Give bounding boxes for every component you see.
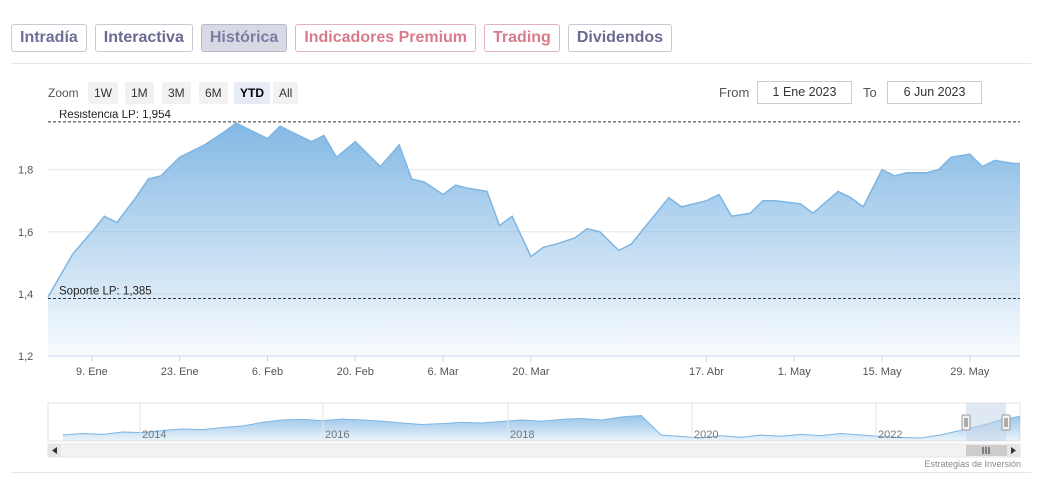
x-tick-label: 17. Abr bbox=[689, 366, 724, 378]
bottom-divider bbox=[11, 472, 1031, 473]
navigator-year-label: 2016 bbox=[325, 429, 349, 441]
zoom-label: Zoom bbox=[48, 86, 79, 100]
x-tick-label: 23. Ene bbox=[161, 366, 199, 378]
x-tick-label: 20. Feb bbox=[337, 366, 374, 378]
tab-bar: Intradía Interactiva Histórica Indicadores … bbox=[11, 24, 673, 52]
y-tick-label: 1,2 bbox=[18, 351, 33, 363]
y-tick-label: 1,6 bbox=[18, 227, 33, 239]
x-tick-label: 9. Ene bbox=[76, 366, 108, 378]
resistance-label: Resistencia LP: 1,954 bbox=[59, 110, 171, 121]
navigator-year-label: 2018 bbox=[510, 429, 534, 441]
zoom-6m-button[interactable]: 6M bbox=[199, 82, 228, 104]
tab-hist-rica[interactable]: Histórica bbox=[200, 24, 288, 52]
x-tick-label: 15. May bbox=[862, 366, 902, 378]
x-tick-label: 6. Mar bbox=[427, 366, 459, 378]
y-tick-label: 1,4 bbox=[18, 289, 33, 301]
navigator-left-handle[interactable] bbox=[961, 414, 971, 431]
price-line bbox=[47, 122, 1020, 298]
scroll-right-arrow-icon bbox=[1011, 447, 1016, 454]
price-area bbox=[48, 123, 1020, 356]
navigator-year-label: 2014 bbox=[142, 429, 166, 441]
x-tick-label: 6. Feb bbox=[252, 366, 283, 378]
x-tick-label: 29. May bbox=[950, 366, 990, 378]
to-label: To bbox=[863, 85, 877, 100]
tab-trading[interactable]: Trading bbox=[484, 24, 560, 52]
scrollbar-track[interactable] bbox=[47, 443, 1021, 458]
navigator-selection[interactable] bbox=[966, 403, 1006, 441]
navigator[interactable]: 2014 2016 2018 2020 2022 bbox=[0, 400, 1037, 460]
navigator-line bbox=[62, 414, 1021, 439]
x-tick-label: 1. May bbox=[778, 366, 812, 378]
support-label: Soporte LP: 1,385 bbox=[59, 286, 152, 298]
zoom-ytd-button[interactable]: YTD bbox=[234, 82, 270, 104]
credit-text: Estrategias de Inversión bbox=[924, 459, 1021, 469]
navigator-year-label: 2020 bbox=[694, 429, 718, 441]
from-label: From bbox=[719, 85, 750, 100]
zoom-1m-button[interactable]: 1M bbox=[125, 82, 154, 104]
zoom-3m-button[interactable]: 3M bbox=[162, 82, 191, 104]
zoom-1w-button[interactable]: 1W bbox=[88, 82, 118, 104]
tab-interactiva[interactable]: Interactiva bbox=[94, 24, 193, 52]
to-date-input[interactable]: 6 Jun 2023 bbox=[887, 81, 982, 104]
top-divider bbox=[11, 63, 1031, 64]
navigator-year-label: 2022 bbox=[878, 429, 902, 441]
tab-indicadores-premium[interactable]: Indicadores Premium bbox=[295, 24, 477, 52]
from-date-input[interactable]: 1 Ene 2023 bbox=[757, 81, 852, 104]
zoom-all-button[interactable]: All bbox=[273, 82, 299, 104]
tab-dividendos[interactable]: Dividendos bbox=[567, 24, 673, 52]
y-tick-label: 1,8 bbox=[18, 165, 33, 177]
price-chart: 1,2 1,4 1,6 1,8 Resistencia LP: 1,954 Soporte… bbox=[18, 110, 1021, 378]
navigator-area bbox=[63, 415, 1020, 441]
navigator-right-handle[interactable] bbox=[1001, 414, 1011, 431]
tab-intrad-a[interactable]: Intradía bbox=[11, 24, 87, 52]
scroll-left-arrow-icon bbox=[52, 447, 57, 454]
x-tick-label: 20. Mar bbox=[512, 366, 550, 378]
